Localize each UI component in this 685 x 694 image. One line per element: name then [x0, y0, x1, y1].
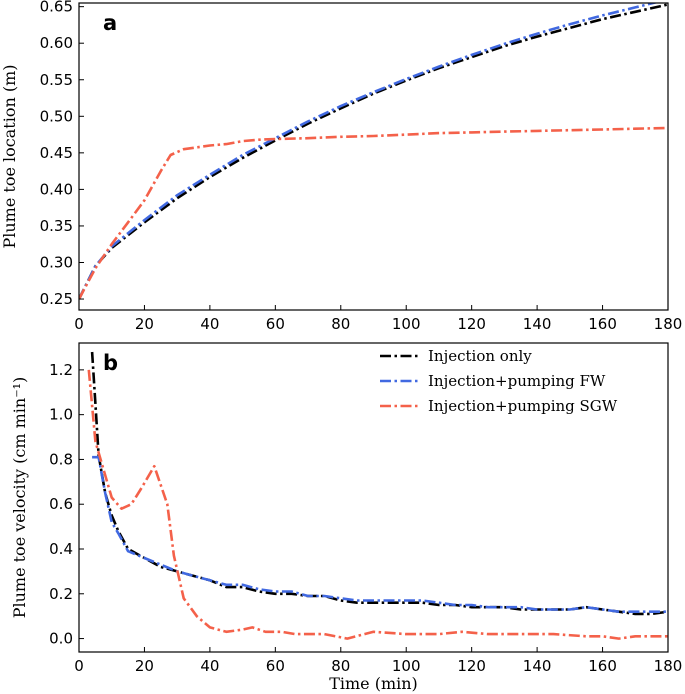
y-tick-label: 0.4: [49, 540, 73, 558]
y-tick-label: 0.35: [40, 217, 73, 235]
x-tick-label: 120: [457, 315, 486, 333]
series-line-pumping-fw: [92, 455, 668, 614]
y-tick-label: 0.30: [40, 253, 73, 271]
y-tick-label: 0.65: [40, 0, 73, 16]
legend-label-pumping-sgw: Injection+pumping SGW: [428, 397, 618, 415]
x-tick-label: 0: [74, 657, 84, 675]
x-tick-label: 80: [331, 657, 350, 675]
x-tick-label: 140: [523, 315, 552, 333]
y-tick-label: 0.0: [49, 630, 73, 648]
panel-a: 0 20 40 60 80 100 120 140 160 180 0.25 0.30 0.35 0.40…: [0, 0, 682, 333]
plot-area: [87, 351, 668, 640]
panel-label: a: [103, 11, 117, 35]
legend-label-injection-only: Injection only: [428, 347, 532, 365]
y-tick-label: 1.0: [49, 406, 73, 424]
x-tick-label: 140: [523, 657, 552, 675]
plot-frame: [78, 342, 669, 653]
x-tick-label: 60: [266, 315, 285, 333]
y-tick-label: 0.50: [40, 107, 73, 125]
y-tick-label: 0.8: [49, 450, 73, 468]
y-tick-label: 0.45: [40, 144, 73, 162]
legend: Injection only Injection+pumping FW Inject…: [380, 347, 618, 415]
panel-b: 0 20 40 60 80 100 120 140 160 180 0.0 0.2 0.4 0.6 0.8 1…: [10, 342, 683, 693]
x-tick-label: 40: [200, 315, 219, 333]
y-axis-label: Plume toe location (m): [0, 64, 19, 248]
x-tick-label: 100: [392, 315, 421, 333]
x-tick-label: 80: [331, 315, 350, 333]
x-tick-label: 160: [588, 315, 617, 333]
x-tick-label: 60: [266, 657, 285, 675]
x-tick-label: 20: [135, 315, 154, 333]
x-tick-label: 180: [654, 657, 683, 675]
y-tick-label: 0.40: [40, 180, 73, 198]
series-line-injection-only: [79, 3, 668, 300]
panel-label: b: [103, 351, 118, 375]
y-tick-label: 0.25: [40, 290, 73, 308]
series-line-pumping-fw: [79, 3, 659, 300]
plot-area: [79, 3, 668, 300]
y-tick-label: 0.55: [40, 71, 73, 89]
x-tick-label: 120: [457, 657, 486, 675]
plot-frame: [78, 2, 669, 311]
x-tick-label: 20: [135, 657, 154, 675]
x-tick-label: 0: [74, 315, 84, 333]
series-line-pumping-sgw: [79, 126, 668, 300]
series-line-pumping-sgw: [87, 369, 668, 640]
x-tick-label: 40: [200, 657, 219, 675]
y-tick-label: 1.2: [49, 361, 73, 379]
y-tick-label: 0.60: [40, 34, 73, 52]
x-axis-label: Time (min): [329, 674, 418, 693]
x-tick-label: 100: [392, 657, 421, 675]
y-tick-label: 0.2: [49, 585, 73, 603]
x-tick-label: 160: [588, 657, 617, 675]
y-tick-label: 0.6: [49, 495, 73, 513]
y-axis-label: Plume toe velocity (cm min⁻¹): [10, 377, 29, 619]
x-tick-label: 180: [654, 315, 683, 333]
legend-label-pumping-fw: Injection+pumping FW: [428, 372, 606, 390]
